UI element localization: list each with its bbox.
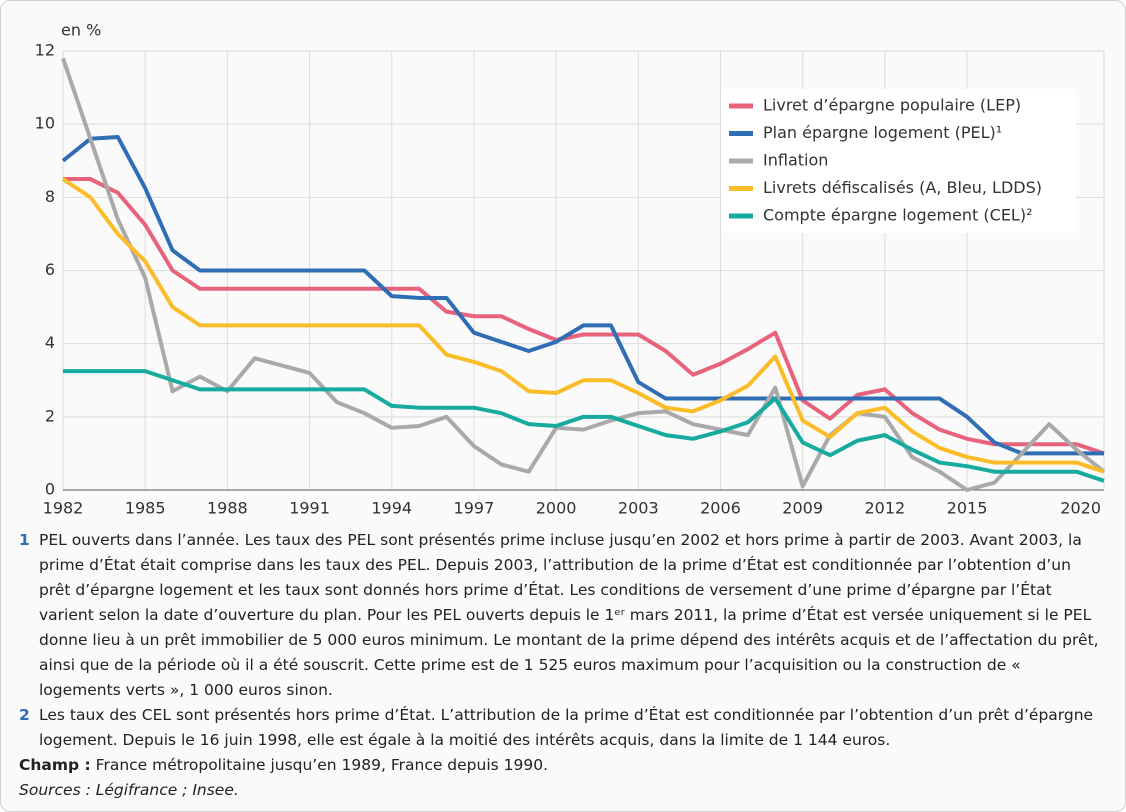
x-tick-label: 2020 — [1060, 499, 1101, 517]
y-axis-label: en % — [61, 21, 101, 40]
note: 1 PEL ouverts dans l’année. Les taux des … — [19, 528, 1099, 703]
note-number: 1 — [19, 531, 30, 549]
champ: Champ : France métropolitaine jusqu’en 1… — [19, 753, 1099, 778]
note-number: 2 — [19, 706, 30, 724]
series-line — [61, 177, 1105, 474]
y-tick-label: 0 — [45, 480, 55, 499]
y-tick-label: 2 — [45, 406, 55, 425]
x-tick-label: 1982 — [43, 499, 84, 517]
series-line — [63, 177, 1105, 456]
y-tick-label: 12 — [35, 41, 55, 60]
legend-label: Livrets défiscalisés (A, Bleu, LDDS) — [763, 178, 1042, 197]
x-tick-label: 2003 — [618, 499, 659, 517]
series-line — [63, 369, 1105, 483]
x-tick-label: 2006 — [700, 499, 741, 517]
legend-label: Inflation — [763, 151, 828, 170]
y-tick-label: 6 — [45, 260, 55, 279]
x-tick-label: 2000 — [536, 499, 577, 517]
chart: en % 0 2 4 6 8 10 12 1982 1985 1988 1991 1994 1997 20… — [35, 21, 1106, 518]
x-tick-label: 1991 — [289, 499, 330, 517]
x-tick-label: 2015 — [947, 499, 988, 517]
legend-label: Livret d’épargne populaire (LEP) — [763, 96, 1021, 115]
series-line — [61, 134, 1104, 456]
y-tick-label: 4 — [45, 333, 55, 352]
series-line — [61, 57, 1106, 492]
x-tick-label: 2009 — [782, 499, 823, 517]
note: 2 Les taux des CEL sont présentés hors pr… — [19, 703, 1099, 753]
legend-label: Plan épargne logement (PEL)¹ — [763, 123, 1002, 142]
note-text: PEL ouverts dans l’année. Les taux des P… — [39, 531, 1099, 699]
sources: Sources : Légifrance ; Insee. — [19, 781, 239, 799]
y-tick-label: 8 — [45, 187, 55, 206]
x-tick-label: 1997 — [454, 499, 495, 517]
legend: Livret d’épargne populaire (LEP) Plan épa… — [721, 89, 1076, 233]
x-tick-label: 1994 — [371, 499, 412, 517]
champ-text: France métropolitaine jusqu’en 1989, Fra… — [95, 756, 549, 774]
y-tick-label: 10 — [35, 114, 55, 133]
x-tick-label: 2012 — [864, 499, 905, 517]
legend-box — [721, 89, 1076, 233]
notes: 1 PEL ouverts dans l’année. Les taux des … — [19, 528, 1099, 803]
legend-label: Compte épargne logement (CEL)² — [763, 206, 1033, 225]
champ-label: Champ : — [19, 756, 91, 774]
note-text: Les taux des CEL sont présentés hors pri… — [39, 706, 1094, 749]
x-tick-label: 1985 — [125, 499, 166, 517]
x-tick-label: 1988 — [207, 499, 248, 517]
